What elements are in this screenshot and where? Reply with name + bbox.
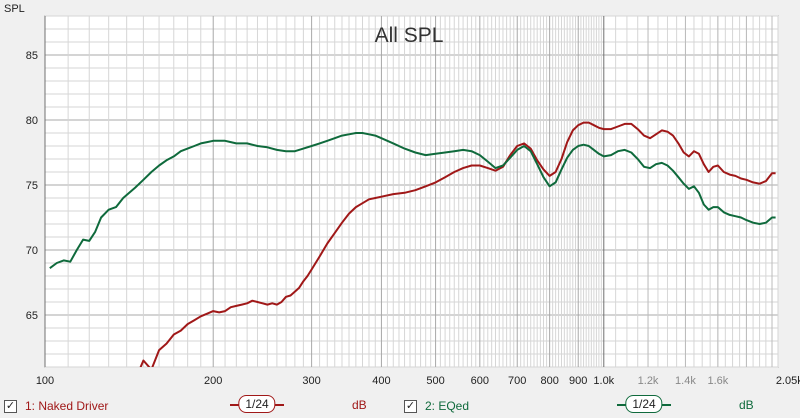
x-axis-unit-label: 2.05kHz	[776, 375, 800, 387]
series-group	[49, 121, 776, 367]
eqed-smoothing-value[interactable]: 1/24	[625, 395, 663, 413]
x-tick-label: 600	[471, 375, 489, 387]
eqed-label: 2: EQed	[425, 399, 470, 413]
y-tick-label: 65	[26, 310, 38, 322]
x-tick-label: 1.0k	[593, 375, 614, 387]
x-tick-label: 200	[204, 375, 222, 387]
y-tick-label: 75	[26, 180, 38, 192]
chart-title: All SPL	[375, 24, 444, 47]
x-tick-label: 400	[372, 375, 390, 387]
y-axis-label: SPL	[4, 3, 25, 15]
x-tick-label: 500	[426, 375, 444, 387]
x-tick-label: 700	[508, 375, 526, 387]
y-tick-label: 85	[26, 50, 38, 62]
naked-driver-smoothing-value[interactable]: 1/24	[238, 395, 276, 413]
x-tick-label-minor: 1.6k	[707, 375, 728, 387]
legend-bar: ✓ 1: Naked Driver 1/24 dB ✓ 2: EQed 1/24…	[0, 393, 800, 418]
naked-driver-smoothing[interactable]: 1/24	[230, 395, 284, 413]
series-line-naked-driver	[139, 121, 776, 367]
naked-driver-label: 1: Naked Driver	[25, 399, 109, 413]
naked-driver-unit: dB	[352, 398, 367, 412]
naked-driver-checkbox[interactable]: ✓	[4, 399, 17, 413]
x-tick-label-minor: 1.2k	[638, 375, 659, 387]
series-line-eqed	[49, 132, 776, 270]
spl-chart: 65 70 75 80 85 SPL 100 200 300 400 500 600 700 800 900…	[4, 3, 800, 387]
x-tick-label-minor: 1.4k	[675, 375, 696, 387]
x-tick-label: 900	[569, 375, 587, 387]
y-tick-label: 70	[26, 245, 38, 257]
eqed-smoothing[interactable]: 1/24	[617, 395, 671, 413]
x-tick-label: 800	[540, 375, 558, 387]
x-tick-label: 100	[36, 375, 54, 387]
legend-item-eqed[interactable]: ✓ 2: EQed	[404, 398, 469, 414]
eqed-unit: dB	[739, 398, 754, 412]
x-tick-label: 300	[302, 375, 320, 387]
y-tick-label: 80	[26, 115, 38, 127]
eqed-checkbox[interactable]: ✓	[404, 399, 417, 413]
legend-item-naked-driver[interactable]: ✓ 1: Naked Driver	[4, 398, 108, 414]
